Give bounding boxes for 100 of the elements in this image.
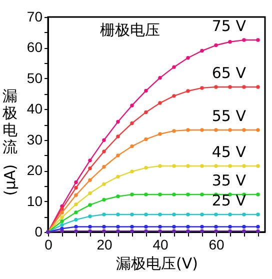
- point: [200, 48, 204, 53]
- point: [102, 182, 106, 186]
- point: [158, 229, 162, 233]
- point: [144, 192, 148, 196]
- series-label: 65 V: [212, 64, 247, 82]
- point: [74, 202, 78, 206]
- point: [228, 128, 232, 132]
- point: [172, 224, 176, 229]
- y-tick-label: 70: [26, 8, 43, 24]
- point: [74, 180, 78, 184]
- point: [74, 186, 78, 190]
- point: [130, 121, 134, 126]
- series-label: 35 V: [212, 172, 247, 190]
- point: [228, 224, 232, 229]
- point: [186, 212, 190, 216]
- point: [116, 154, 120, 158]
- point: [172, 94, 176, 98]
- series-label: 55 V: [212, 107, 247, 126]
- x-tick-label: 0: [44, 236, 53, 252]
- point: [242, 164, 246, 168]
- point: [88, 191, 92, 196]
- point: [256, 224, 260, 229]
- point: [214, 212, 218, 216]
- point: [158, 164, 162, 168]
- point: [74, 210, 78, 214]
- point: [214, 85, 218, 89]
- point: [228, 164, 232, 168]
- x-tick-label: 20: [96, 236, 112, 252]
- point: [144, 224, 148, 229]
- point: [214, 43, 218, 48]
- point: [130, 229, 134, 233]
- point: [144, 212, 148, 216]
- point: [256, 38, 260, 42]
- point: [88, 224, 92, 229]
- point: [228, 212, 232, 216]
- point: [130, 144, 134, 148]
- legend-title: 栅极电压: [100, 21, 160, 39]
- point: [88, 203, 92, 207]
- point: [158, 76, 162, 80]
- point: [158, 224, 162, 229]
- point: [200, 128, 204, 132]
- x-tick-label: 40: [152, 236, 168, 252]
- point: [172, 229, 176, 233]
- point: [172, 192, 176, 196]
- point: [242, 85, 246, 89]
- point: [102, 229, 106, 233]
- point: [116, 224, 120, 229]
- point: [60, 207, 64, 211]
- point: [102, 212, 106, 216]
- point: [74, 218, 78, 222]
- point: [116, 174, 120, 179]
- point: [74, 193, 78, 198]
- point: [144, 88, 148, 93]
- point: [228, 229, 232, 233]
- point: [158, 132, 162, 136]
- point: [74, 229, 78, 233]
- point: [102, 138, 106, 142]
- point: [200, 212, 204, 216]
- y-tick-label: 20: [26, 162, 43, 178]
- point: [172, 164, 176, 168]
- point: [144, 166, 148, 170]
- point: [242, 128, 246, 132]
- point: [186, 229, 190, 233]
- point: [130, 224, 134, 229]
- y-tick-label: 0: [34, 224, 43, 240]
- point: [130, 170, 134, 174]
- point: [242, 224, 246, 229]
- series-label: 75 V: [212, 17, 247, 36]
- point: [256, 212, 260, 216]
- point: [130, 212, 134, 216]
- point: [116, 212, 120, 216]
- point: [200, 224, 204, 229]
- point: [214, 128, 218, 132]
- point: [242, 38, 246, 42]
- point: [102, 198, 106, 202]
- y-axis-title: 漏极电流(μA): [1, 87, 19, 196]
- point: [242, 229, 246, 233]
- point: [228, 85, 232, 89]
- point: [116, 194, 120, 198]
- point: [172, 65, 176, 69]
- point: [88, 178, 92, 182]
- point: [60, 223, 64, 227]
- point: [214, 164, 218, 168]
- point: [256, 128, 260, 132]
- series-label: 45 V: [212, 142, 247, 161]
- point: [214, 224, 218, 229]
- point: [60, 219, 64, 224]
- point: [60, 210, 64, 215]
- point: [116, 229, 120, 233]
- series-label: 25 V: [212, 191, 247, 210]
- point: [158, 101, 162, 105]
- point: [200, 229, 204, 233]
- point: [74, 224, 78, 229]
- point: [186, 128, 190, 132]
- point: [200, 86, 204, 90]
- point: [130, 192, 134, 196]
- point: [242, 212, 246, 216]
- point: [200, 164, 204, 168]
- x-tick-label: 60: [208, 236, 224, 252]
- point: [60, 215, 64, 220]
